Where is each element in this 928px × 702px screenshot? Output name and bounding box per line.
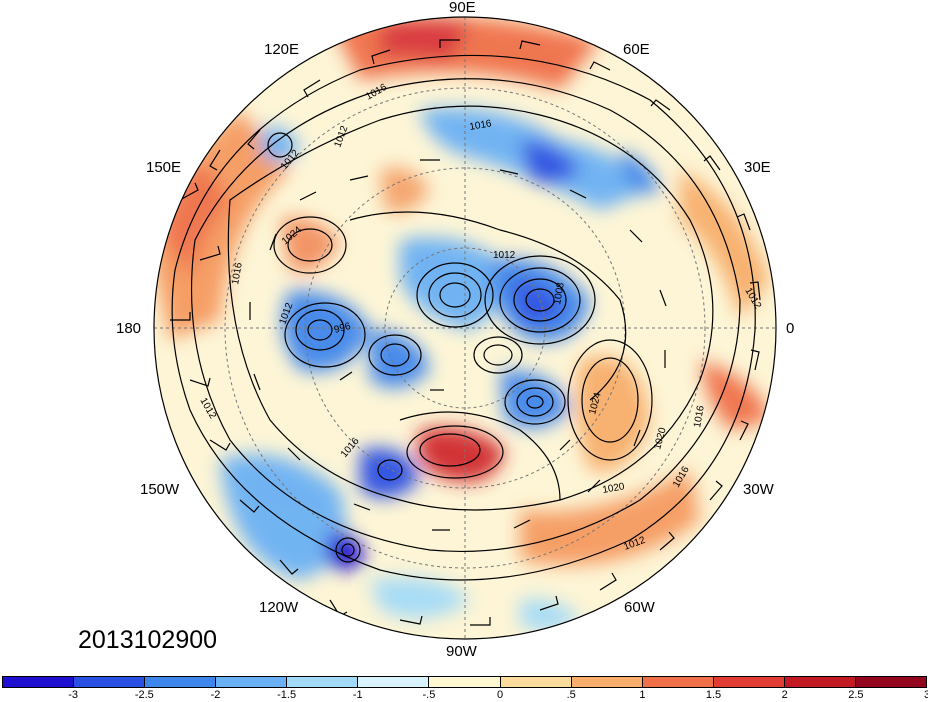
colorbar-tick-label: .5 — [566, 689, 576, 701]
colorbar-segment — [216, 677, 288, 687]
colorbar-segment — [3, 677, 75, 687]
date-stamp: 2013102900 — [78, 626, 218, 654]
colorbar-tick-label: 0 — [497, 689, 504, 701]
longitude-label-180: 180 — [116, 320, 142, 337]
longitude-label-150w: 150W — [140, 481, 180, 498]
longitude-label-120w: 120W — [259, 599, 299, 616]
contour-label: 1020 — [602, 481, 626, 496]
contour-label: 1016 — [230, 261, 245, 285]
colorbar-tick-label: 1.5 — [705, 689, 722, 701]
pressure-contours — [171, 54, 756, 581]
colorbar-tick-label: -3 — [68, 689, 79, 701]
colorbar-segment — [358, 677, 430, 687]
longitude-label-60e: 60E — [623, 41, 650, 58]
longitude-label-30e: 30E — [744, 159, 771, 176]
longitude-label-60w: 60W — [624, 599, 655, 616]
colorbar-tick-label: 2 — [781, 689, 788, 701]
colorbar-tick-label: -1 — [352, 689, 363, 701]
colorbar-tick-label: -2.5 — [134, 689, 154, 701]
longitude-label-120e: 120E — [264, 41, 300, 58]
colorbar-tick-label: -1.5 — [277, 689, 297, 701]
longitude-label-90e: 90E — [449, 0, 476, 16]
contour-label: 1012 — [493, 250, 516, 261]
colorbar-tick-label: -.5 — [422, 689, 436, 701]
map-boundary — [153, 16, 777, 640]
longitude-label-90w: 90W — [446, 643, 477, 660]
colorbar-tick-label: -2 — [210, 689, 221, 701]
longitude-label-150e: 150E — [146, 159, 182, 176]
colorbar-segment — [571, 677, 643, 687]
colorbar-segment — [74, 677, 146, 687]
colorbar-segment — [500, 677, 572, 687]
colorbar-segment — [429, 677, 501, 687]
colorbar-segment — [784, 677, 856, 687]
longitude-label-0: 0 — [786, 320, 795, 337]
longitude-label-30w: 30W — [743, 481, 774, 498]
contour-label: 1016 — [692, 404, 707, 428]
colorbar — [2, 676, 927, 688]
colorbar-segment — [855, 677, 927, 687]
colorbar-tick-label: 3 — [923, 689, 928, 701]
contour-label: 1016 — [469, 118, 493, 133]
colorbar-segment — [642, 677, 714, 687]
colorbar-segment — [713, 677, 785, 687]
colorbar-tick-label: 2.5 — [848, 689, 864, 701]
contour-label: 1008 — [552, 281, 567, 305]
colorbar-tick-label: 1 — [639, 689, 646, 701]
contour-label: 996 — [333, 321, 352, 336]
colorbar-segment — [145, 677, 217, 687]
colorbar-segment — [287, 677, 359, 687]
